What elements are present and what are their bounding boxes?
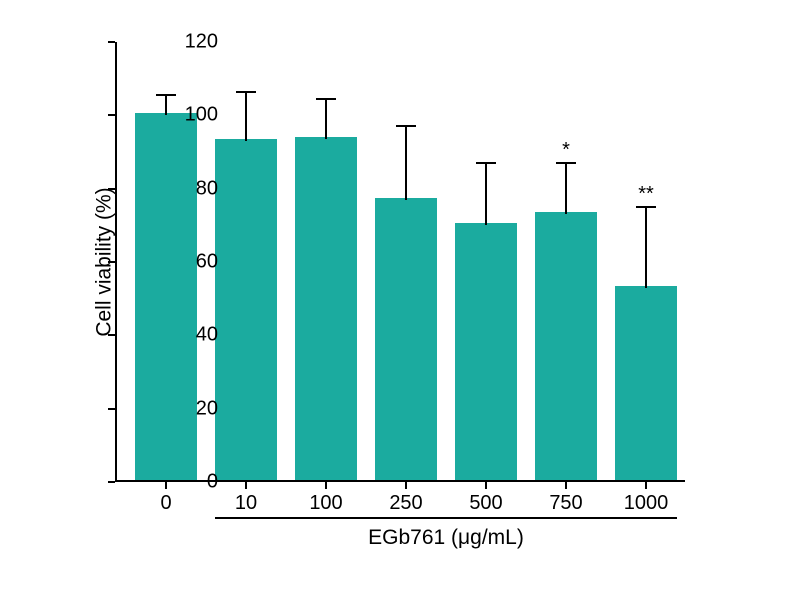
bar	[135, 113, 197, 480]
error-cap	[156, 94, 176, 96]
x-axis-label-text: EGb761 (μg/mL)	[368, 526, 524, 549]
error-bar	[645, 207, 647, 288]
x-tick-label: 500	[456, 492, 516, 515]
error-bar	[485, 163, 487, 225]
error-bar	[565, 163, 567, 214]
error-cap	[236, 91, 256, 93]
y-tick	[108, 41, 115, 43]
y-tick-label: 40	[168, 324, 218, 347]
x-tick	[405, 482, 407, 489]
y-axis-line	[115, 42, 117, 482]
y-tick	[108, 334, 115, 336]
bar	[535, 212, 597, 480]
y-tick	[108, 408, 115, 410]
significance-marker: **	[638, 183, 654, 206]
x-tick	[245, 482, 247, 489]
y-tick-label: 120	[168, 31, 218, 54]
x-tick-label: 10	[216, 492, 276, 515]
x-tick	[565, 482, 567, 489]
y-tick-label: 20	[168, 397, 218, 420]
error-cap	[396, 125, 416, 127]
error-bar	[325, 99, 327, 139]
y-tick	[108, 114, 115, 116]
error-cap	[316, 98, 336, 100]
y-tick-label: 60	[168, 251, 218, 274]
x-tick-label: 250	[376, 492, 436, 515]
error-cap	[476, 162, 496, 164]
x-tick-label: 1000	[616, 492, 676, 515]
bar	[215, 139, 277, 480]
bar	[375, 198, 437, 480]
x-axis-label: EGb761 (μg/mL)	[346, 526, 546, 550]
x-tick-label: 750	[536, 492, 596, 515]
x-tick	[325, 482, 327, 489]
bar	[615, 286, 677, 480]
x-tick	[165, 482, 167, 489]
bar	[295, 137, 357, 480]
x-tick-label: 100	[296, 492, 356, 515]
error-cap	[636, 206, 656, 208]
chart-container: Cell viability (%) EGb761 (μg/mL) 020406…	[0, 0, 798, 592]
y-tick	[108, 188, 115, 190]
error-bar	[245, 92, 247, 142]
treatment-underline	[215, 517, 677, 519]
error-cap	[556, 162, 576, 164]
significance-marker: *	[562, 139, 570, 162]
y-tick-label: 80	[168, 177, 218, 200]
y-tick-label: 0	[168, 471, 218, 494]
y-tick-label: 100	[168, 104, 218, 127]
error-bar	[405, 126, 407, 199]
bar	[455, 223, 517, 480]
error-bar	[165, 95, 167, 115]
x-tick	[645, 482, 647, 489]
x-tick-label: 0	[136, 492, 196, 515]
y-tick	[108, 261, 115, 263]
y-tick	[108, 481, 115, 483]
x-tick	[485, 482, 487, 489]
